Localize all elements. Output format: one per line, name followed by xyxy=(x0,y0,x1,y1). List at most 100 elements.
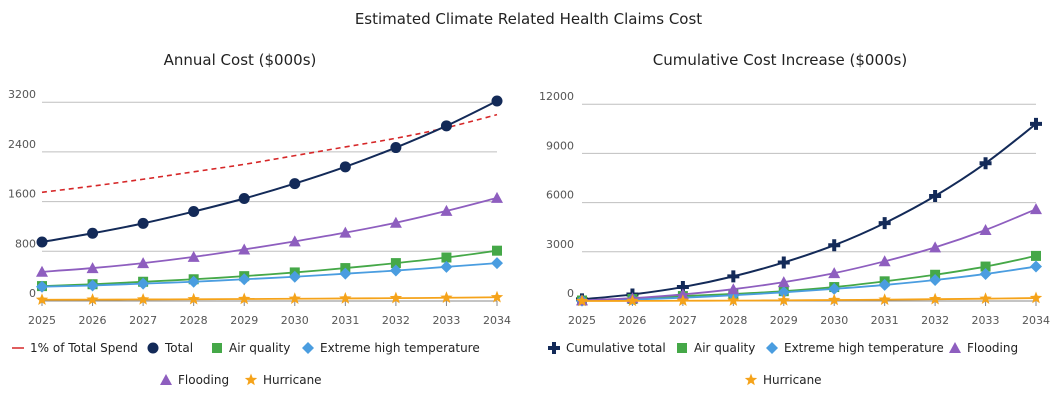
data-point-flood xyxy=(86,262,99,274)
legend-marker-hurricane xyxy=(244,373,258,386)
data-point-hurricane xyxy=(389,291,403,304)
data-point-hurricane xyxy=(626,294,639,307)
y-tick-label: 9000 xyxy=(546,139,574,152)
data-point-flood xyxy=(36,265,48,277)
x-tick-label: 2031 xyxy=(871,314,899,327)
legend-label: Total xyxy=(164,341,193,355)
data-point-hurricane xyxy=(238,292,251,305)
data-point-hurricane xyxy=(339,291,352,304)
x-tick-label: 2034 xyxy=(483,314,511,327)
data-point-hurricane xyxy=(979,292,992,304)
data-point-total xyxy=(36,236,48,248)
data-point-air xyxy=(1031,250,1041,261)
legend-marker-heat xyxy=(302,342,314,354)
data-point-flood xyxy=(1030,203,1042,215)
data-point-heat xyxy=(339,267,352,280)
series-line-total xyxy=(41,100,498,243)
legend-marker-hurricane xyxy=(744,373,758,386)
data-point-total xyxy=(289,178,301,190)
legend-label: Cumulative total xyxy=(566,341,666,355)
legend-marker-heat xyxy=(766,342,778,354)
data-point-hurricane xyxy=(440,291,453,304)
x-tick-label: 2027 xyxy=(129,314,157,327)
data-point-flood xyxy=(979,223,992,235)
series-line-air xyxy=(581,255,1037,302)
y-tick-label: 12000 xyxy=(539,90,574,103)
legend-marker-flood xyxy=(160,374,172,385)
legend-label: Extreme high temperature xyxy=(784,341,944,355)
data-point-hurricane xyxy=(878,293,891,305)
series-line-spend xyxy=(41,113,498,194)
data-point-flood xyxy=(727,283,740,295)
data-point-hurricane xyxy=(136,292,150,305)
data-point-total xyxy=(87,227,99,239)
data-point-heat xyxy=(777,286,790,299)
data-point-hurricane xyxy=(288,292,301,305)
legend-label: 1% of Total Spend xyxy=(30,341,138,355)
x-tick-label: 2029 xyxy=(770,314,798,327)
x-tick-label: 2033 xyxy=(432,314,460,327)
left-chart-title: Annual Cost ($000s) xyxy=(163,51,317,69)
series-line-hurricane xyxy=(41,296,498,301)
data-point-hurricane xyxy=(86,293,99,305)
data-point-heat xyxy=(86,279,99,292)
data-point-total xyxy=(491,95,503,107)
x-tick-label: 2034 xyxy=(1022,314,1050,327)
data-point-total xyxy=(878,217,891,230)
data-point-air xyxy=(980,261,991,272)
data-point-heat xyxy=(36,280,48,293)
series-line-heat xyxy=(41,262,498,288)
data-point-total xyxy=(440,120,452,132)
data-point-heat xyxy=(440,260,453,273)
x-tick-label: 2025 xyxy=(568,314,596,327)
data-point-heat xyxy=(878,278,891,291)
y-tick-label: 3000 xyxy=(546,238,574,251)
legend-marker-flood xyxy=(949,342,961,353)
legend-marker-total xyxy=(548,342,560,354)
y-tick-label: 800 xyxy=(15,237,36,250)
data-point-air xyxy=(390,258,401,269)
x-tick-label: 2026 xyxy=(618,314,646,327)
y-tick-label: 3200 xyxy=(8,88,36,101)
data-point-hurricane xyxy=(928,292,942,305)
x-tick-label: 2030 xyxy=(820,314,848,327)
data-point-flood xyxy=(828,267,841,279)
series-line-hurricane xyxy=(581,297,1037,302)
data-point-flood xyxy=(339,226,352,238)
legend-marker-air xyxy=(212,343,222,353)
data-point-flood xyxy=(137,257,150,269)
right-chart-title: Cumulative Cost Increase ($000s) xyxy=(652,51,908,69)
data-point-flood xyxy=(929,241,942,253)
data-point-heat xyxy=(238,273,251,286)
data-point-hurricane xyxy=(676,294,690,307)
data-point-total xyxy=(727,270,740,283)
series-line-flood xyxy=(581,208,1037,302)
data-point-heat xyxy=(929,274,942,287)
data-point-hurricane xyxy=(1029,291,1043,304)
data-point-heat xyxy=(288,270,301,283)
data-point-heat xyxy=(491,257,503,270)
data-point-total xyxy=(339,161,351,173)
x-tick-label: 2028 xyxy=(180,314,208,327)
data-point-heat xyxy=(137,277,150,290)
data-point-total xyxy=(929,190,942,203)
x-tick-label: 2031 xyxy=(331,314,359,327)
data-point-air xyxy=(492,245,502,256)
y-tick-label: 1600 xyxy=(8,188,36,201)
data-point-flood xyxy=(491,191,503,203)
x-tick-label: 2032 xyxy=(921,314,949,327)
data-point-air xyxy=(441,252,452,263)
data-point-total xyxy=(777,256,790,269)
x-tick-label: 2029 xyxy=(230,314,258,327)
data-point-hurricane xyxy=(727,294,740,306)
legend-label: Air quality xyxy=(229,341,290,355)
data-point-heat xyxy=(389,264,402,277)
legend-label: Hurricane xyxy=(763,373,822,387)
x-tick-label: 2025 xyxy=(28,314,56,327)
y-tick-label: 0 xyxy=(567,287,574,300)
data-point-flood xyxy=(389,216,402,228)
data-point-heat xyxy=(828,282,841,295)
main-title: Estimated Climate Related Health Claims … xyxy=(354,10,703,28)
data-point-hurricane xyxy=(187,292,200,305)
data-point-flood xyxy=(878,255,891,267)
